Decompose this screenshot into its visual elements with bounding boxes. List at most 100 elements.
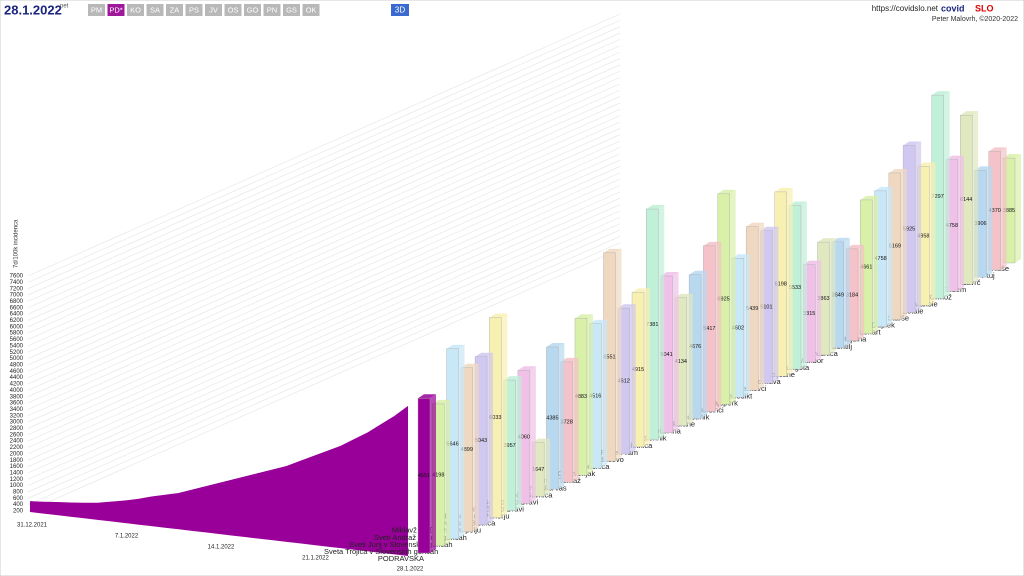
grid-line <box>27 134 621 397</box>
bar-top <box>446 344 465 349</box>
button[interactable] <box>107 4 125 16</box>
bar-side <box>743 254 750 398</box>
button[interactable] <box>302 4 320 16</box>
grid-line <box>27 121 621 385</box>
y-tick-label: 2400 <box>10 439 24 445</box>
grid-line <box>27 204 621 467</box>
y-tick-label: 2800 <box>10 426 24 432</box>
grid-line <box>27 128 621 391</box>
button[interactable] <box>146 4 164 16</box>
bar-side <box>915 141 922 313</box>
bar-top <box>460 363 479 368</box>
button[interactable] <box>127 4 144 16</box>
grid-line <box>27 108 621 372</box>
value-label: 3184 <box>846 292 858 298</box>
bar-top <box>532 438 551 443</box>
button[interactable] <box>224 4 242 16</box>
value-label: 4198 <box>432 472 444 478</box>
value-label: 7297 <box>932 194 944 200</box>
bar-side <box>501 313 508 518</box>
grid-line <box>27 172 621 436</box>
bar-side <box>487 352 494 525</box>
bar-top <box>988 147 1007 152</box>
bar-side <box>858 244 865 341</box>
y-tick-label: 1600 <box>10 464 24 470</box>
y-tick-label: 3400 <box>10 407 24 413</box>
grid-line <box>27 70 621 334</box>
buttons: PM PD* KO SA ZA PS JV OS GO PN GS OK <box>88 4 320 16</box>
grid-line <box>27 39 621 302</box>
value-label: 4516 <box>589 393 601 399</box>
grid-line <box>27 185 621 448</box>
mode-button[interactable] <box>391 4 409 16</box>
button[interactable] <box>283 4 300 16</box>
grid-line <box>27 115 621 378</box>
grid-line <box>27 45 621 309</box>
bar-side <box>715 241 722 412</box>
bar-top <box>632 288 651 293</box>
x-tick-label: 28.1.2022 <box>397 567 424 573</box>
bar-top <box>646 205 665 210</box>
value-label: 5925 <box>903 226 915 232</box>
button-label[interactable]: OK <box>306 5 317 14</box>
value-label: 1647 <box>532 467 544 473</box>
button[interactable] <box>88 4 105 16</box>
bar-side <box>686 293 693 426</box>
value-label: 6144 <box>960 197 972 203</box>
bar-top <box>974 166 993 171</box>
button[interactable] <box>244 4 261 16</box>
brand: covid <box>941 3 965 13</box>
bar-top <box>1003 154 1021 159</box>
value-label: 5043 <box>475 438 487 444</box>
button[interactable] <box>263 4 281 16</box>
button-label[interactable]: PD* <box>109 5 122 14</box>
bar-side <box>829 238 836 355</box>
button[interactable] <box>185 4 203 16</box>
y-tick-label: 7400 <box>10 280 24 286</box>
button-label[interactable]: PN <box>267 5 277 14</box>
y-tick-label: 3000 <box>10 420 24 426</box>
button-label[interactable]: ZA <box>170 5 180 14</box>
bar-side <box>458 344 465 539</box>
y-tick-label: 4200 <box>10 382 24 388</box>
mode-label[interactable]: 3D <box>395 6 405 15</box>
value-label: 5439 <box>746 306 758 312</box>
button-label[interactable]: GO <box>247 5 259 14</box>
bar-side <box>772 226 779 384</box>
button-label[interactable]: GS <box>286 5 297 14</box>
button-label[interactable]: PM <box>91 5 102 14</box>
button[interactable] <box>205 4 222 16</box>
bar-top <box>560 357 579 362</box>
bar <box>417 398 431 554</box>
bar-side <box>900 168 907 320</box>
grid-line <box>27 236 621 499</box>
bar-top <box>846 244 865 249</box>
y-tick-label: 1000 <box>10 483 24 489</box>
x-tick-label: Sveta Trojica v Slovenskih goricah <box>324 547 438 556</box>
button-label[interactable]: JV <box>209 5 218 14</box>
y-tick-label: 7200 <box>10 286 24 292</box>
button-label[interactable]: SA <box>150 5 160 14</box>
x-tick-label: PODRAVSKA <box>378 554 424 563</box>
button-label[interactable]: PS <box>189 5 199 14</box>
bar-top <box>931 91 950 96</box>
x-tick-label: 7.1.2022 <box>115 534 139 540</box>
grid-line <box>27 147 621 410</box>
bar-side <box>658 205 665 440</box>
y-tick-label: 400 <box>13 502 24 508</box>
bar-top <box>888 168 907 173</box>
grid-line <box>27 166 621 429</box>
bar-top <box>874 186 893 191</box>
button-label[interactable]: KO <box>130 5 141 14</box>
bar-top <box>731 254 750 259</box>
grid-line <box>27 26 621 289</box>
value-label: 5417 <box>703 326 715 332</box>
bar-top <box>574 314 593 319</box>
y-tick-label: 6000 <box>10 324 24 330</box>
value-label: 3649 <box>832 292 844 298</box>
button[interactable] <box>166 4 183 16</box>
grid-line <box>27 210 621 474</box>
y-tick-label: 5800 <box>10 331 24 337</box>
button-label[interactable]: OS <box>228 5 239 14</box>
